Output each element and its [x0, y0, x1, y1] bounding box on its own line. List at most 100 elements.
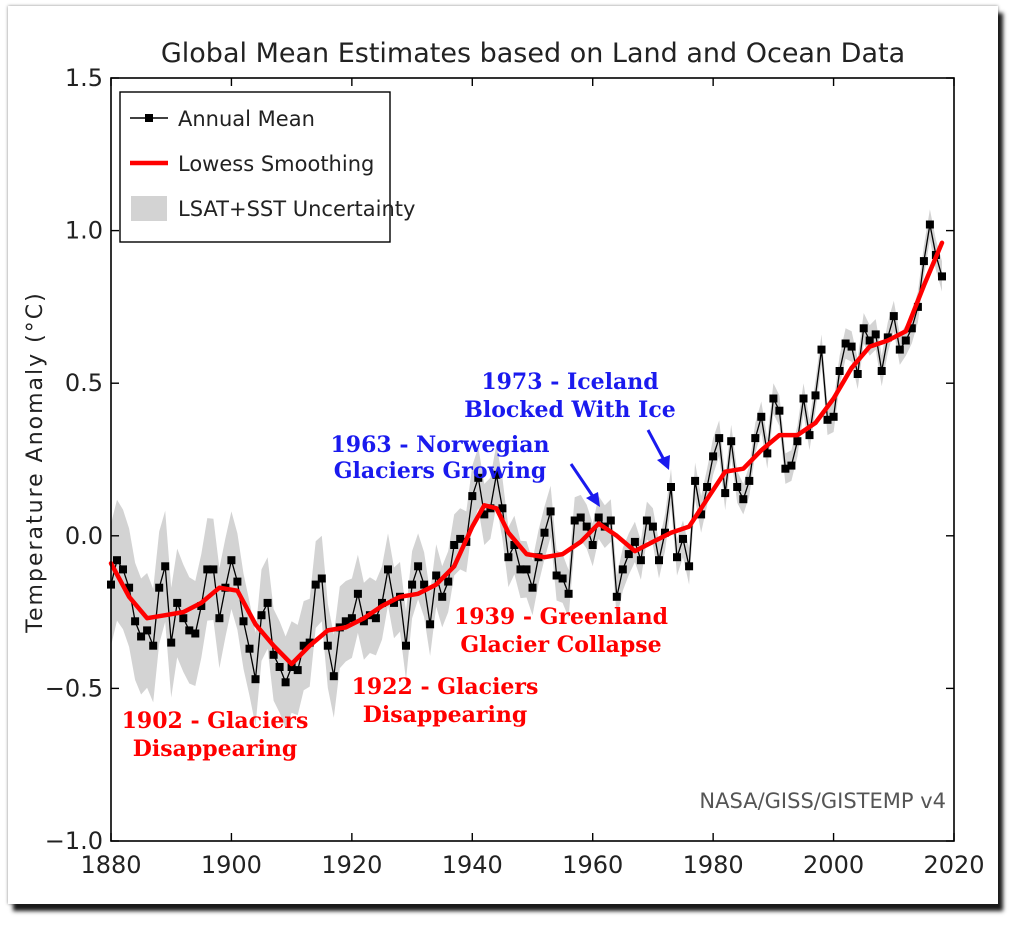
annual-mean-point [143, 626, 152, 635]
annotation-1922-line2: Disappearing [363, 702, 527, 728]
legend-label-uncertainty: LSAT+SST Uncertainty [178, 197, 415, 221]
arrow-1973 [646, 429, 670, 470]
source-label: NASA/GISS/GISTEMP v4 [699, 789, 946, 813]
annual-mean-point [871, 330, 880, 339]
x-tick-label: 1920 [321, 851, 382, 879]
y-tick-label: 1.5 [65, 64, 103, 92]
annual-mean-point [287, 663, 296, 671]
annual-mean-point [739, 495, 748, 504]
annual-mean-point [751, 434, 760, 443]
annotation-1973-line1: 1973 - Iceland [481, 369, 658, 395]
annual-mean-point [329, 672, 338, 681]
annual-mean-point [227, 556, 236, 565]
annual-mean-point [402, 641, 410, 650]
annual-mean-point [745, 476, 754, 485]
annual-mean-point [149, 641, 158, 650]
annual-mean-point [281, 678, 290, 687]
annual-mean-point [179, 614, 188, 623]
annual-mean-point [384, 565, 392, 574]
annual-mean-point [823, 415, 832, 424]
annual-mean-point [251, 675, 260, 684]
annual-mean-point [492, 470, 501, 479]
annual-mean-point [173, 598, 182, 607]
annual-mean-point [131, 617, 140, 626]
plot-area-border [110, 77, 955, 842]
annual-mean-point [883, 333, 892, 342]
legend-uncertainty-swatch [131, 196, 167, 221]
annual-mean-point [215, 614, 224, 623]
annual-mean-point [257, 611, 266, 620]
annual-mean-point [371, 614, 380, 623]
temperature-anomaly-chart: Global Mean Estimates based on Land and … [23, 38, 985, 879]
annual-mean-point [209, 565, 218, 574]
annual-mean-point [919, 257, 928, 266]
annotation-1939-line2: Glacier Collapse [460, 632, 661, 658]
annual-mean-point [317, 574, 326, 583]
annual-mean-point [793, 437, 802, 446]
annotation-1902-line2: Disappearing [133, 736, 297, 762]
annotation-1963-line1: 1963 - Norwegian [331, 432, 550, 458]
annual-mean-point [414, 562, 423, 571]
annual-mean-point [703, 483, 712, 491]
legend-label-lowess: Lowess Smoothing [178, 152, 374, 176]
annual-mean-point [432, 571, 441, 580]
annual-mean-point [835, 367, 844, 375]
annotation-1973-line2: Blocked With Ice [464, 397, 675, 423]
x-tick-label: 1960 [562, 851, 623, 879]
annual-mean-point [498, 504, 507, 513]
y-axis-label: Temperature Anomaly (°C) [23, 291, 48, 633]
annual-mean-point [877, 367, 886, 375]
uncertainty-band [111, 209, 942, 729]
annual-mean-point [847, 342, 856, 351]
annual-mean-point [913, 302, 922, 311]
annual-mean-point [528, 583, 537, 592]
annual-mean-point [275, 663, 284, 671]
annual-mean-point [341, 617, 350, 626]
annual-mean-point [311, 580, 320, 589]
annual-mean-point [763, 449, 772, 458]
annual-mean-point [715, 434, 724, 443]
annual-mean-point [612, 592, 621, 601]
annual-mean-point [113, 556, 121, 565]
annual-mean-point [829, 412, 838, 421]
annual-mean-point [161, 562, 170, 571]
annual-mean-point [667, 483, 675, 491]
annual-mean-point [119, 565, 127, 574]
annual-mean-point [691, 476, 700, 485]
annual-mean-point [420, 580, 429, 589]
lowess-smoothing-line [108, 240, 945, 667]
annual-mean-point [564, 589, 573, 598]
y-tick-label: 0.0 [65, 522, 103, 550]
annual-mean-point [390, 598, 398, 607]
annual-mean-point [727, 437, 736, 446]
annual-mean-point [594, 513, 603, 522]
annual-mean-point [480, 510, 489, 519]
annual-mean-point [889, 312, 898, 321]
annual-mean-point [697, 510, 706, 519]
annual-mean-point [185, 626, 194, 635]
annual-mean-point [805, 431, 814, 440]
annual-mean-point [642, 516, 651, 525]
annual-mean-point [606, 516, 615, 525]
annual-mean-point [191, 629, 200, 638]
annual-mean-point [203, 565, 212, 574]
annual-mean-point [305, 638, 314, 647]
annual-mean-point [516, 565, 525, 574]
annual-mean-point [552, 571, 561, 580]
annual-mean-point [661, 528, 669, 537]
annotation-1902-line1: 1902 - Glaciers [122, 708, 309, 734]
annual-mean-point [155, 583, 164, 592]
annual-mean-point [733, 483, 742, 491]
annual-mean-point [167, 638, 176, 647]
annual-mean-point [456, 534, 465, 543]
annual-mean-point [510, 541, 519, 549]
annual-mean-point [636, 556, 645, 565]
annual-mean-point [925, 220, 934, 229]
legend-annual-marker [145, 114, 153, 122]
annotation-1939-line1: 1939 - Greenland [454, 604, 668, 630]
annual-mean-point [859, 324, 868, 333]
annual-mean-point [558, 574, 567, 583]
annotation-1963-line2: Glaciers Growing [334, 458, 547, 484]
annual-mean-point [757, 412, 766, 421]
annual-mean-point [504, 553, 513, 562]
